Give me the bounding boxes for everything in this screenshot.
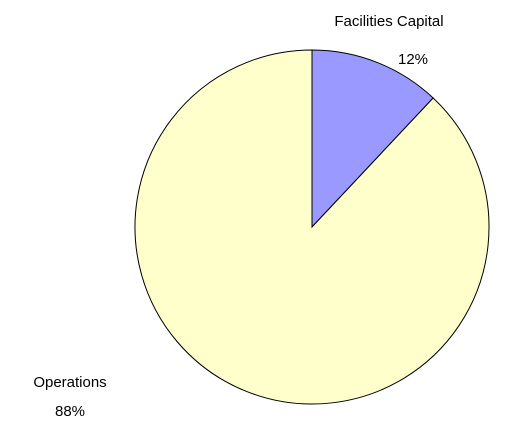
slice-label: Operations <box>33 374 106 391</box>
pie-slice <box>134 49 490 405</box>
slice-label: Facilities Capital <box>334 13 443 30</box>
slice-value-label: 88% <box>55 403 85 420</box>
slice-value-label: 12% <box>398 51 428 68</box>
pie-slice <box>311 49 434 229</box>
